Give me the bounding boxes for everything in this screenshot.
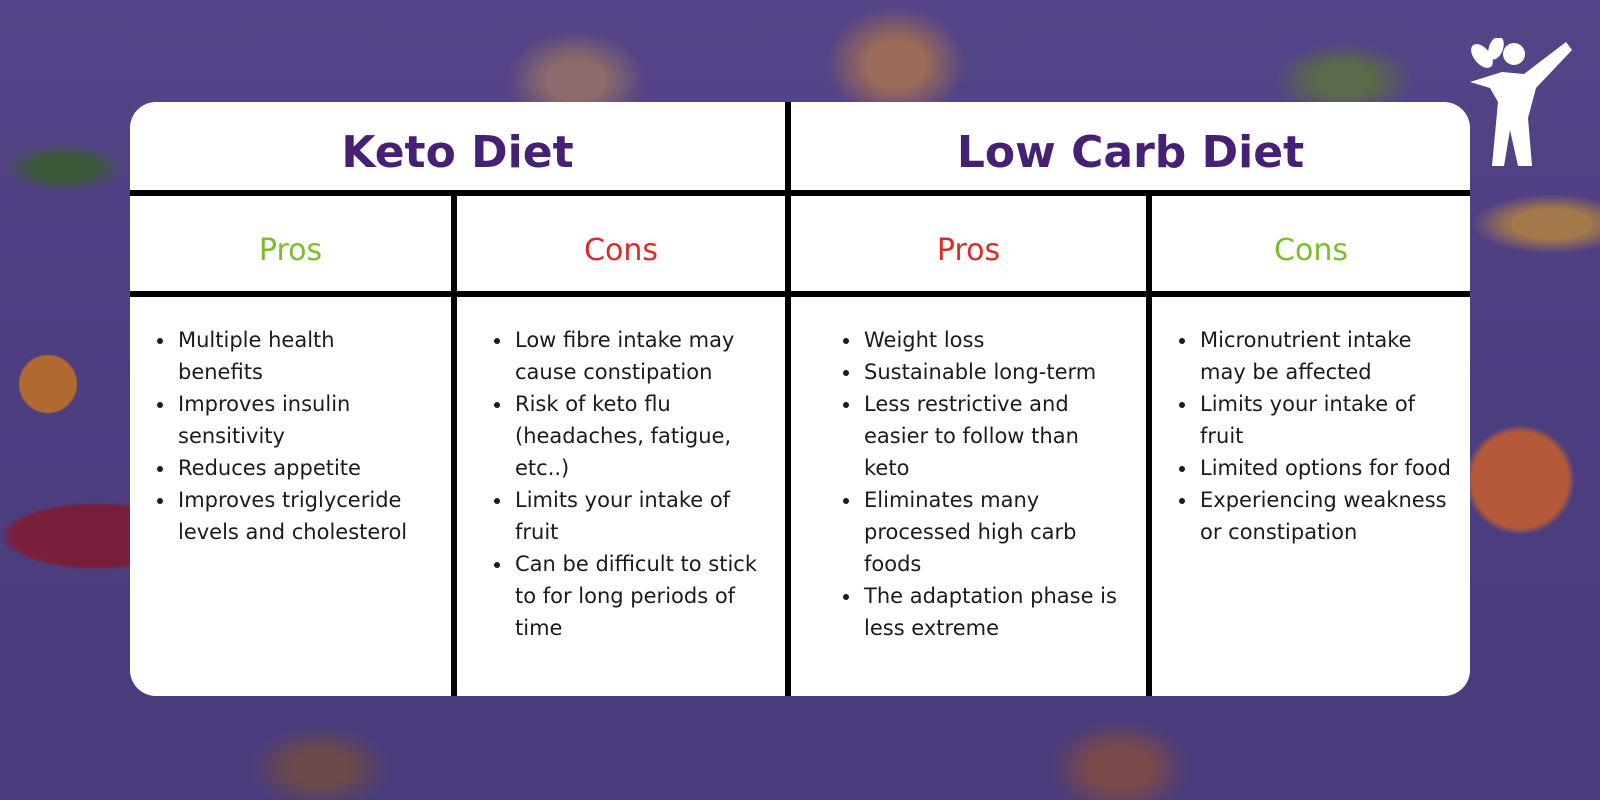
keto-pros-heading: Pros xyxy=(258,233,323,268)
list-item: Limits your intake of fruit xyxy=(513,484,777,548)
list-item: The adaptation phase is less extreme xyxy=(862,580,1128,644)
subheader-divider xyxy=(130,291,1470,297)
lowcarb-pros-heading: Pros xyxy=(936,233,1001,268)
keto-cons-heading: Cons xyxy=(584,233,658,268)
list-item: Multiple health benefits xyxy=(176,324,426,388)
lowcarb-cons-list: Micronutrient intake may be affected Lim… xyxy=(1152,324,1456,548)
list-item: Micronutrient intake may be affected xyxy=(1198,324,1456,388)
list-item: Weight loss xyxy=(862,324,1128,356)
keto-pros-list: Multiple health benefits Improves insuli… xyxy=(130,324,426,548)
keto-title: Keto Diet xyxy=(341,127,574,178)
list-item: Improves triglyceride levels and cholest… xyxy=(176,484,426,548)
keto-cons-list: Low fibre intake may cause constipation … xyxy=(467,324,777,644)
main-divider xyxy=(785,102,791,696)
lowcarb-divider xyxy=(1146,196,1152,696)
list-item: Can be difficult to stick to for long pe… xyxy=(513,548,777,644)
list-item: Eliminates many processed high carb food… xyxy=(862,484,1128,580)
list-item: Limits your intake of fruit xyxy=(1198,388,1456,452)
list-item: Sustainable long-term xyxy=(862,356,1128,388)
lowcarb-cons-heading: Cons xyxy=(1274,233,1348,268)
list-item: Reduces appetite xyxy=(176,452,426,484)
person-with-leaf-icon xyxy=(1470,38,1572,166)
lowcarb-pros-list: Weight loss Sustainable long-term Less r… xyxy=(816,324,1128,644)
comparison-table: Keto Diet Low Carb Diet Pros Cons Pros C… xyxy=(130,102,1470,696)
list-item: Experiencing weakness or constipation xyxy=(1198,484,1456,548)
list-item: Risk of keto flu (headaches, fatigue, et… xyxy=(513,388,777,484)
header-divider xyxy=(130,190,1470,196)
list-item: Improves insulin sensitivity xyxy=(176,388,426,452)
list-item: Limited options for food xyxy=(1198,452,1456,484)
keto-divider xyxy=(451,196,457,696)
list-item: Less restrictive and easier to follow th… xyxy=(862,388,1128,484)
low-carb-title: Low Carb Diet xyxy=(956,127,1305,178)
list-item: Low fibre intake may cause constipation xyxy=(513,324,777,388)
